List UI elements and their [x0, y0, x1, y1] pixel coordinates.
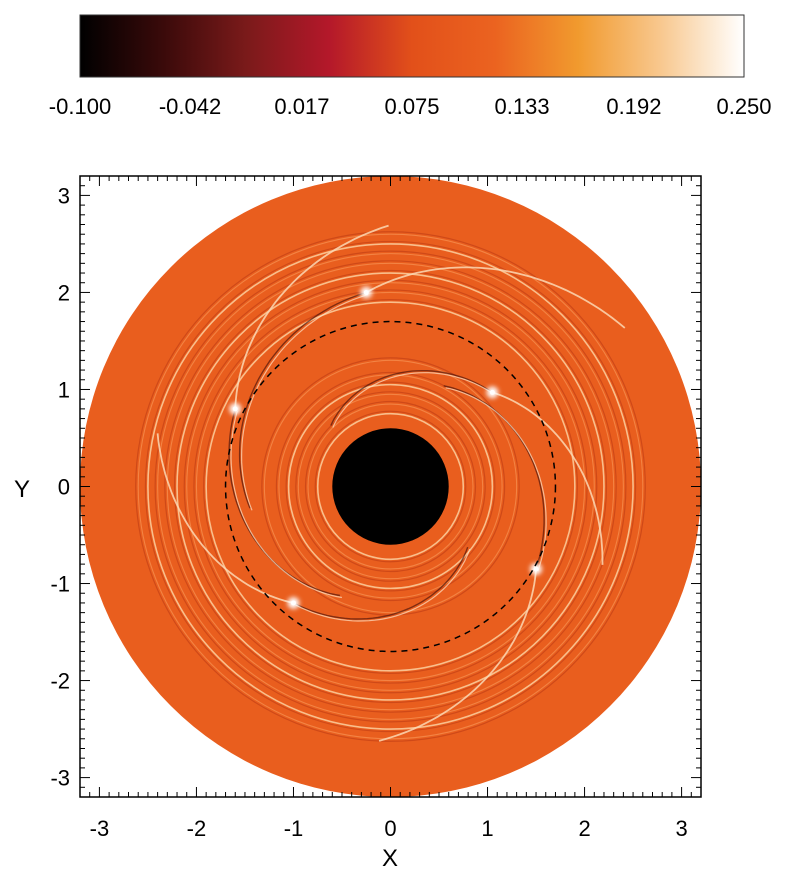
- disk-ring: [147, 243, 634, 730]
- disk-ring-shadow: [154, 250, 627, 723]
- spiral-arm-bright: [240, 293, 369, 511]
- x-axis-title: X: [382, 845, 398, 872]
- y-tick-label: 3: [58, 183, 70, 208]
- colorbar-tick-label: -0.042: [159, 94, 221, 119]
- spiral-arm-dark: [293, 546, 469, 620]
- x-axis: -3 -2 -1 0 1 2 3: [79, 176, 702, 841]
- spiral-arm-dark: [238, 291, 367, 509]
- disk-ring-shadow: [173, 269, 608, 704]
- x-tick-label: 1: [481, 816, 493, 841]
- disk-ring-shadow: [144, 240, 637, 733]
- disk-ring: [186, 282, 595, 691]
- spiral-arm-dark: [443, 385, 545, 570]
- colorbar-tick-label: 0.192: [606, 94, 661, 119]
- y-tick-label: 1: [58, 377, 70, 402]
- disk-ring: [176, 272, 605, 701]
- disk-ring-shadow: [295, 391, 486, 582]
- disk-ring: [157, 253, 624, 720]
- colorbar-gradient: [79, 14, 745, 78]
- dashed-reference-circle: [224, 320, 557, 653]
- disk-ring-shadow: [135, 231, 646, 742]
- disk-image: [80, 176, 701, 797]
- disk-ring-shadow: [203, 299, 578, 674]
- y-tick-label: 0: [58, 475, 70, 500]
- spiral-arm-bright: [295, 548, 471, 622]
- x-tick-label: -3: [90, 816, 110, 841]
- x-tick-label: 2: [578, 816, 590, 841]
- colorbar-tick-label: 0.133: [495, 94, 550, 119]
- inner-hole: [332, 428, 449, 545]
- colorbar-tick-label: 0.250: [716, 94, 771, 119]
- bright-feature-core: [290, 600, 296, 606]
- x-tick-label: -2: [187, 816, 207, 841]
- spiral-arm: [378, 568, 537, 742]
- disk-ring: [166, 262, 615, 711]
- bright-feature-core: [533, 566, 539, 572]
- y-tick-label: -1: [50, 572, 70, 597]
- y-tick-label: -2: [50, 669, 70, 694]
- y-tick-label: 2: [58, 280, 70, 305]
- disk-ring: [263, 359, 518, 614]
- spiral-arm: [156, 433, 294, 604]
- bright-feature-core: [363, 289, 369, 295]
- disk-ring-shadow: [314, 410, 467, 563]
- x-tick-label: 0: [384, 816, 396, 841]
- disk-ring: [287, 383, 494, 590]
- colorbar: -0.100 -0.042 0.017 0.075 0.133 0.192 0.250: [49, 14, 772, 119]
- colorbar-tick-label: -0.100: [49, 94, 111, 119]
- disk-ring: [316, 412, 465, 561]
- spiral-arm: [234, 224, 389, 409]
- y-axis-title: Y: [14, 476, 30, 503]
- disk-ring-shadow: [275, 371, 506, 602]
- y-axis: -3 -2 -1 0 1 2 3: [50, 175, 701, 798]
- bright-feature-core: [489, 389, 495, 395]
- y-tick-label: -3: [50, 766, 70, 791]
- x-tick-label: -1: [284, 816, 304, 841]
- colorbar-tick-label: 0.075: [384, 94, 439, 119]
- spiral-arm-dark: [330, 370, 493, 426]
- disk-ring-shadow: [304, 400, 477, 573]
- disk-ring-shadow: [164, 260, 617, 713]
- colorbar-ticks: -0.100 -0.042 0.017 0.075 0.133 0.192 0.250: [49, 94, 772, 119]
- colorbar-tick-label: 0.017: [274, 94, 329, 119]
- disk-ring: [195, 291, 586, 682]
- disk-ring-shadow: [285, 381, 496, 592]
- spiral-arm: [492, 391, 604, 565]
- spiral-arm-bright: [230, 410, 343, 599]
- disk-ring-shadow: [193, 289, 588, 684]
- disk-ring: [205, 301, 576, 672]
- x-tick-label: 3: [675, 816, 687, 841]
- disk-ring: [137, 233, 644, 740]
- spiral-arm: [365, 266, 626, 329]
- spiral-arm-bright: [332, 372, 495, 428]
- bright-feature-core: [232, 406, 238, 412]
- plot-area: -3 -2 -1 0 1 2 3 -3 -2 -1 0 1 2 3 X Y: [14, 175, 702, 872]
- disk-ring: [307, 403, 474, 570]
- spiral-arm-bright: [445, 387, 547, 572]
- disk-ring: [297, 393, 484, 580]
